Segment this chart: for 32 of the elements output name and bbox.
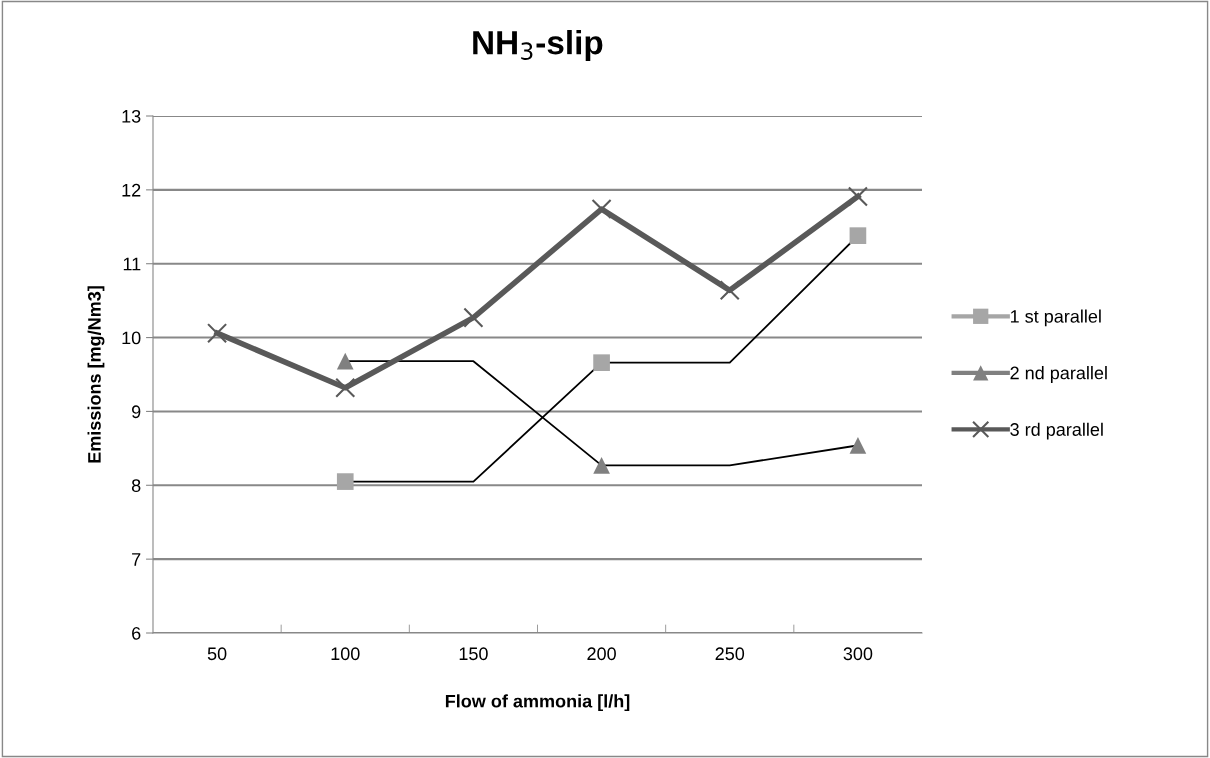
legend-label: 2 nd parallel xyxy=(1010,366,1107,383)
legend-label: 1 st parallel xyxy=(1010,309,1101,327)
point xyxy=(336,473,354,490)
y-tick-label: 8 xyxy=(131,479,141,493)
point xyxy=(593,457,610,474)
y-tick-label: 7 xyxy=(132,553,141,566)
y-tick-label: 12 xyxy=(122,183,141,197)
y-axis-title: Emissions [mg/Nm3] xyxy=(87,286,105,463)
chart-title: NH$_{3}$-slip xyxy=(473,30,603,62)
y-tick-label: 13 xyxy=(122,109,141,123)
point xyxy=(335,377,356,398)
x-tick-label: 300 xyxy=(843,647,873,661)
point xyxy=(593,354,610,372)
x-axis-title: Flow of ammonia [l/h] xyxy=(445,694,630,712)
point xyxy=(207,323,228,344)
y-tick-label: 9 xyxy=(132,405,141,419)
x-tick-label: 100 xyxy=(331,647,360,661)
point xyxy=(847,186,868,207)
point xyxy=(719,280,740,301)
legend-label: 3 rd parallel xyxy=(1010,422,1103,440)
point xyxy=(591,198,612,220)
x-tick-label: 150 xyxy=(459,647,488,661)
point xyxy=(849,437,867,454)
x-tick-label: 200 xyxy=(587,647,616,661)
point xyxy=(336,352,354,370)
y-tick-label: 6 xyxy=(132,626,141,640)
y-tick-label: 11 xyxy=(123,257,141,271)
point xyxy=(463,307,484,328)
x-tick-label: 50 xyxy=(207,647,227,661)
y-tick-label: 10 xyxy=(122,331,141,345)
point xyxy=(849,227,867,244)
x-tick-label: 250 xyxy=(715,647,745,661)
